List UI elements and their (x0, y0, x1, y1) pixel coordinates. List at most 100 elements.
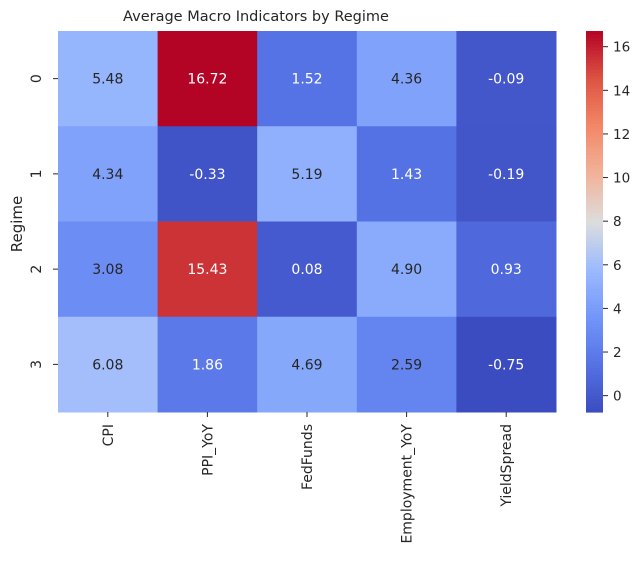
colorbar-segment (586, 53, 603, 57)
colorbar-segment (586, 148, 603, 153)
cell-value-label: 4.90 (391, 262, 422, 278)
colorbar-segment (586, 119, 603, 124)
colorbar-segment (586, 31, 603, 35)
colorbar-segment (586, 69, 603, 73)
colorbar-tick-label: 14 (613, 83, 630, 99)
colorbar-segment (586, 180, 603, 184)
cell-value-label: 15.43 (187, 262, 227, 278)
colorbar-segment (586, 285, 603, 289)
colorbar-segment (586, 389, 603, 394)
colorbar-tick-label: 10 (613, 171, 630, 187)
colorbar-segment (586, 243, 603, 248)
colorbar-segment (586, 183, 603, 188)
colorbar-segment (586, 104, 603, 108)
heatmap-cell (157, 221, 258, 318)
colorbar-segment (586, 34, 603, 38)
colorbar-segment (586, 192, 603, 197)
cell-value-label: 3.08 (92, 262, 123, 278)
heatmap-cell (456, 316, 557, 413)
cell-value-label: 4.34 (92, 167, 123, 183)
colorbar-segment (586, 189, 603, 194)
colorbar-segment (586, 161, 603, 165)
colorbar-segment (586, 94, 603, 99)
colorbar-segment (586, 354, 603, 359)
colorbar-tick-label: 0 (613, 389, 622, 405)
colorbar-segment (586, 364, 603, 369)
heatmap-cell (356, 126, 457, 222)
x-tick-label: PPI_YoY (200, 424, 216, 476)
colorbar-segment (586, 196, 603, 200)
colorbar-segment (586, 338, 603, 343)
colorbar-segment (586, 297, 603, 302)
colorbar-segment (586, 304, 603, 308)
colorbar-segment (586, 145, 603, 150)
colorbar-segment (586, 97, 603, 102)
colorbar-segment (586, 43, 603, 48)
colorbar-segment (586, 164, 603, 169)
colorbar-segment (586, 151, 603, 156)
colorbar-segment (586, 224, 603, 229)
colorbar-segment (586, 202, 603, 207)
colorbar-tick-label: 8 (613, 214, 622, 230)
colorbar-segment (586, 208, 603, 213)
colorbar-tick-label: 12 (613, 127, 630, 143)
colorbar-segment (586, 234, 603, 238)
colorbar-segment (586, 288, 603, 292)
heatmap-cell (257, 126, 358, 222)
cell-value-label: 4.36 (391, 72, 422, 88)
colorbar-segment (586, 300, 603, 305)
colorbar-segment (586, 408, 603, 413)
colorbar-segment (586, 237, 603, 242)
heatmap-cell (157, 126, 258, 222)
chart-title: Average Macro Indicators by Regime (123, 9, 389, 25)
colorbar-tick-label: 16 (613, 40, 630, 56)
colorbar-segment (586, 113, 603, 118)
colorbar-segment (586, 177, 603, 181)
colorbar-tick-label: 2 (613, 345, 622, 361)
colorbar-segment (586, 294, 603, 299)
heatmap-cells (58, 31, 557, 413)
colorbar-segment (586, 135, 603, 140)
heatmap-cell (257, 221, 358, 318)
colorbar-segment (586, 154, 603, 159)
colorbar-segment (586, 211, 603, 216)
x-tick-label: Employment_YoY (400, 424, 416, 544)
colorbar-segment (586, 231, 603, 235)
colorbar-segment (586, 158, 603, 162)
cell-value-label: 5.19 (291, 167, 322, 183)
colorbar-segment (586, 323, 603, 327)
colorbar-segment (586, 215, 603, 219)
colorbar-segment (586, 167, 603, 172)
cell-value-label: 1.43 (391, 167, 422, 183)
colorbar-segment (586, 46, 603, 51)
colorbar-segment (586, 380, 603, 385)
colorbar-segment (586, 275, 603, 280)
colorbar-segment (586, 256, 603, 261)
colorbar-segment (586, 132, 603, 137)
colorbar-segment (586, 345, 603, 350)
colorbar-segment (586, 110, 603, 115)
colorbar-segment (586, 81, 603, 86)
heatmap-cell (157, 316, 258, 413)
colorbar-segment (586, 88, 603, 92)
y-tick-label: 1 (29, 169, 45, 178)
colorbar-segment (586, 316, 603, 321)
x-axis: CPI PPI_YoY FedFunds Employment_YoY YieldSpr… (101, 412, 515, 544)
colorbar-segment (586, 72, 603, 77)
colorbar-segment (586, 56, 603, 61)
cell-value-label: 1.86 (192, 357, 223, 373)
colorbar-segment (586, 100, 603, 105)
cell-value-label: 16.72 (187, 72, 227, 88)
colorbar-segment (586, 253, 603, 258)
colorbar-segment (586, 396, 603, 400)
cell-value-label: -0.33 (189, 167, 225, 183)
cell-value-label: 0.93 (491, 262, 522, 278)
colorbar-segment (586, 240, 603, 245)
colorbar-segment (586, 265, 603, 270)
y-axis: 0 1 2 3 (29, 74, 58, 369)
colorbar-segment (586, 259, 603, 264)
colorbar-segment (586, 59, 603, 64)
y-axis-label: Regime (8, 196, 26, 253)
colorbar-segment (586, 367, 603, 372)
cell-value-label: 6.08 (92, 357, 123, 373)
